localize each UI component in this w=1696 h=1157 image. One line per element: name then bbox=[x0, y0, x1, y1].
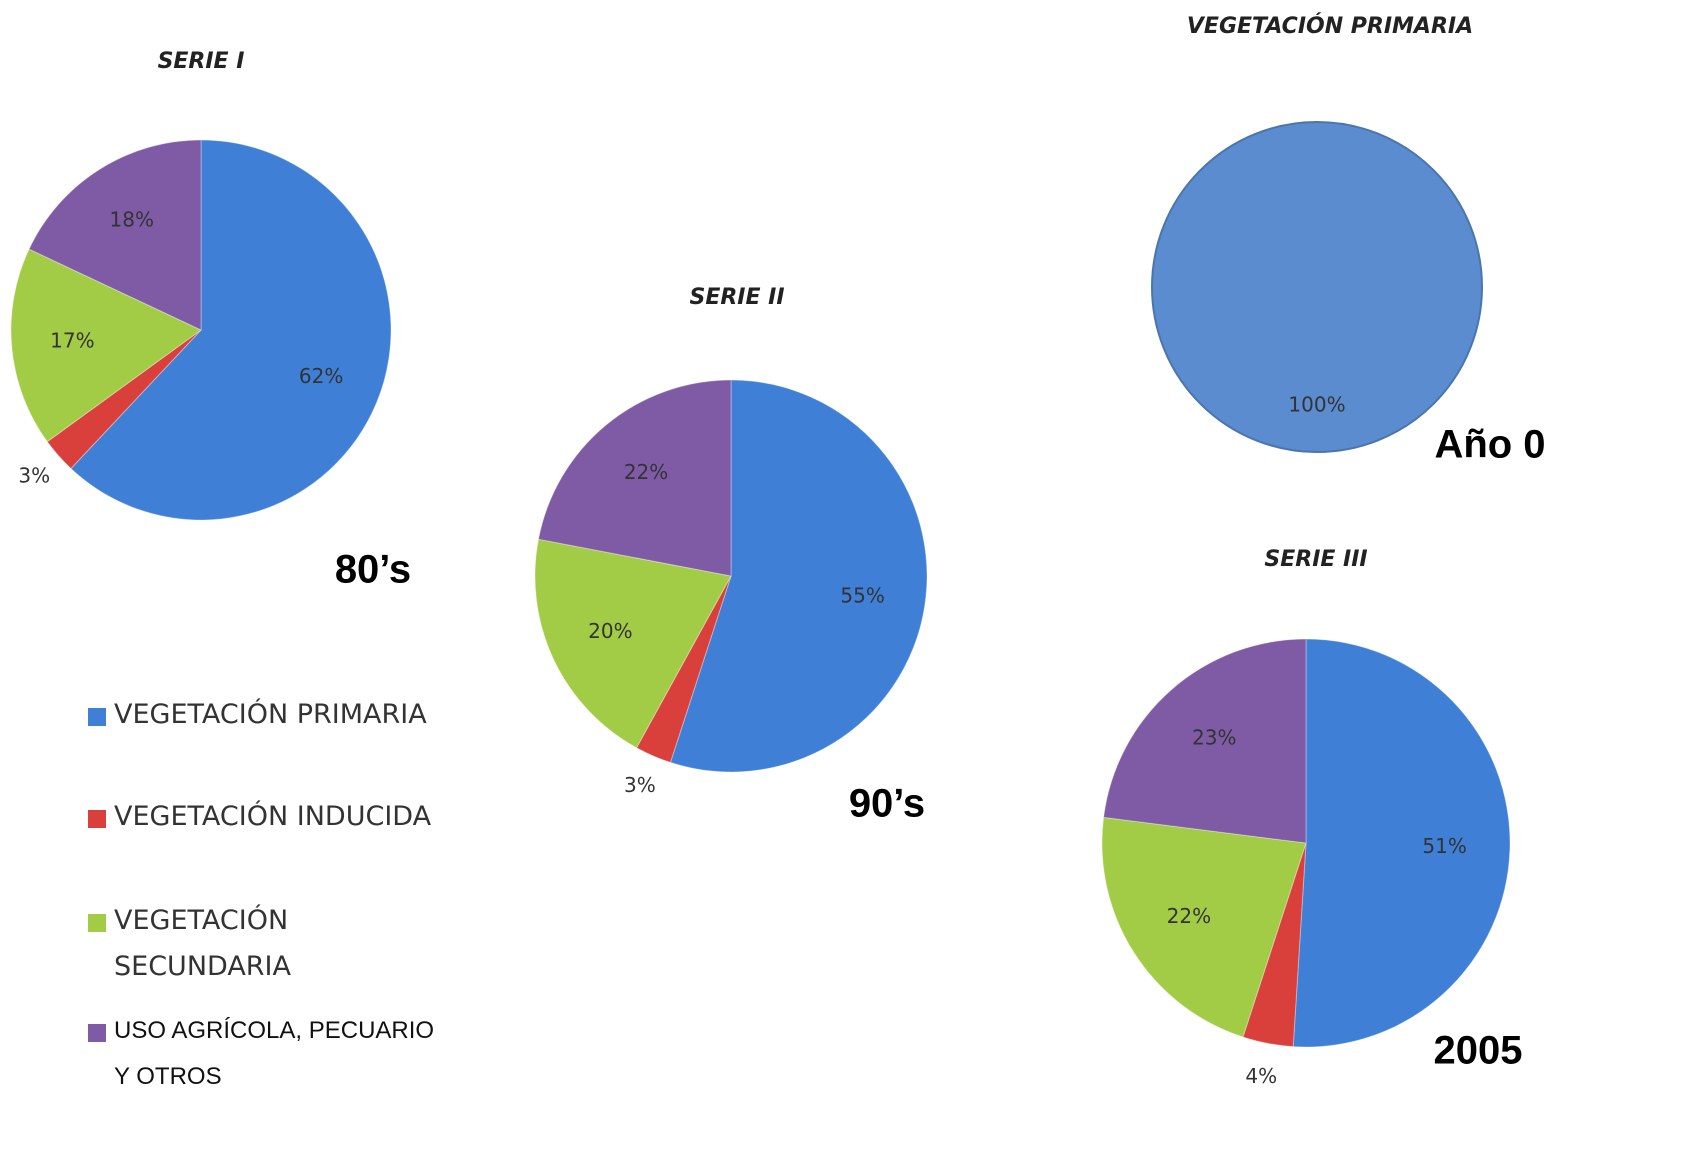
legend-label: VEGETACIÓN INDUCIDA bbox=[114, 801, 432, 832]
pie-slice bbox=[70, 139, 392, 521]
pie-slice bbox=[1242, 842, 1307, 1048]
pie-slice bbox=[534, 538, 732, 749]
pie-slice bbox=[28, 139, 202, 331]
legend-label: USO AGRÍCOLA, PECUARIO Y OTROS bbox=[114, 1017, 435, 1090]
legend-item: USO AGRÍCOLA, PECUARIO Y OTROS bbox=[88, 1016, 454, 1100]
era-label: 2005 bbox=[1434, 1029, 1523, 1073]
data-label: 22% bbox=[1167, 904, 1211, 928]
chart-title: VEGETACIÓN PRIMARIA bbox=[1187, 13, 1473, 39]
pie-slice bbox=[1101, 816, 1307, 1038]
pie-slice bbox=[537, 379, 732, 577]
pie-slice bbox=[1151, 121, 1483, 453]
data-label: 51% bbox=[1422, 834, 1466, 858]
data-label: 62% bbox=[299, 364, 343, 388]
legend-item: VEGETACIÓN SECUNDARIA bbox=[88, 905, 454, 990]
data-label: 18% bbox=[110, 207, 154, 231]
legend-item: VEGETACIÓN PRIMARIA bbox=[88, 699, 427, 738]
data-label: 23% bbox=[1192, 725, 1236, 749]
legend-label: VEGETACIÓN PRIMARIA bbox=[114, 699, 427, 730]
era-label: 90’s bbox=[849, 782, 925, 826]
pie-slice bbox=[1103, 638, 1307, 844]
chart-title: SERIE II bbox=[689, 285, 784, 310]
chart-title: SERIE III bbox=[1264, 547, 1367, 572]
pie-slice bbox=[1292, 638, 1511, 1048]
era-label: 80’s bbox=[335, 548, 411, 592]
legend-swatch bbox=[88, 810, 106, 828]
era-label: Año 0 bbox=[1434, 423, 1545, 467]
legend-label: VEGETACIÓN SECUNDARIA bbox=[114, 905, 291, 982]
data-label: 3% bbox=[624, 773, 656, 797]
data-label: 20% bbox=[588, 619, 632, 643]
chart-title: SERIE I bbox=[158, 49, 245, 74]
legend-swatch bbox=[88, 914, 106, 932]
legend-item: VEGETACIÓN INDUCIDA bbox=[88, 801, 431, 840]
data-label: 22% bbox=[624, 460, 668, 484]
pie-slice bbox=[635, 575, 732, 764]
legend-swatch bbox=[88, 708, 106, 726]
data-label: 4% bbox=[1245, 1064, 1277, 1088]
pie-slice bbox=[10, 248, 202, 443]
data-label: 55% bbox=[840, 583, 884, 607]
data-label: 3% bbox=[18, 464, 50, 488]
pie-slice bbox=[669, 379, 928, 773]
pie-slice bbox=[46, 329, 202, 470]
data-label: 100% bbox=[1288, 392, 1345, 416]
data-label: 17% bbox=[50, 329, 94, 353]
legend-swatch bbox=[88, 1024, 106, 1042]
